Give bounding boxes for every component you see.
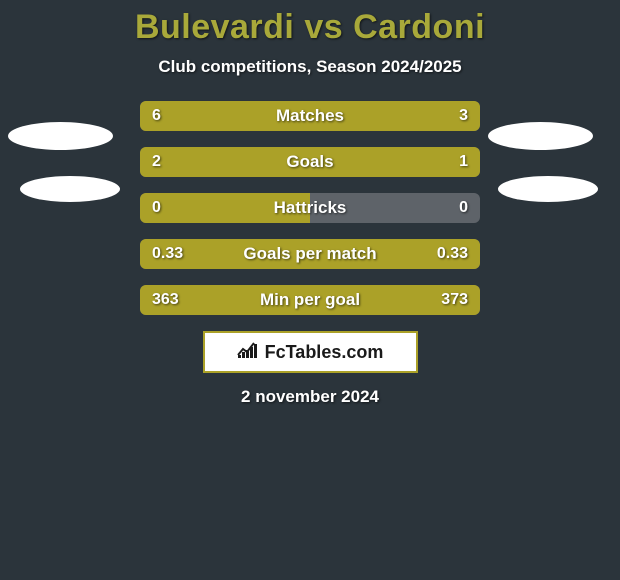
page-subtitle: Club competitions, Season 2024/2025 <box>0 57 620 77</box>
stat-bar <box>140 101 480 131</box>
content-root: Bulevardi vs Cardoni Club competitions, … <box>0 0 620 407</box>
stat-value-left: 0.33 <box>140 239 195 269</box>
decorative-ellipse <box>8 122 113 150</box>
stat-value-left: 6 <box>140 101 173 131</box>
stat-value-right: 3 <box>447 101 480 131</box>
stat-value-right: 1 <box>447 147 480 177</box>
stat-row: 21Goals <box>0 147 620 177</box>
stat-bar <box>140 147 480 177</box>
stat-bar-left <box>140 147 364 177</box>
chart-icon <box>237 341 259 364</box>
stat-bar <box>140 193 480 223</box>
stat-value-right: 0.33 <box>425 239 480 269</box>
decorative-ellipse <box>498 176 598 202</box>
stat-value-left: 2 <box>140 147 173 177</box>
stat-value-left: 363 <box>140 285 191 315</box>
date-label: 2 november 2024 <box>0 387 620 407</box>
stat-bar-left <box>140 101 364 131</box>
stat-value-left: 0 <box>140 193 173 223</box>
page-title: Bulevardi vs Cardoni <box>0 8 620 47</box>
stat-value-right: 0 <box>447 193 480 223</box>
stat-value-right: 373 <box>429 285 480 315</box>
stat-row: 0.330.33Goals per match <box>0 239 620 269</box>
logo-box: FcTables.com <box>203 331 418 373</box>
logo-text: FcTables.com <box>265 342 384 363</box>
stat-row: 363373Min per goal <box>0 285 620 315</box>
decorative-ellipse <box>20 176 120 202</box>
decorative-ellipse <box>488 122 593 150</box>
